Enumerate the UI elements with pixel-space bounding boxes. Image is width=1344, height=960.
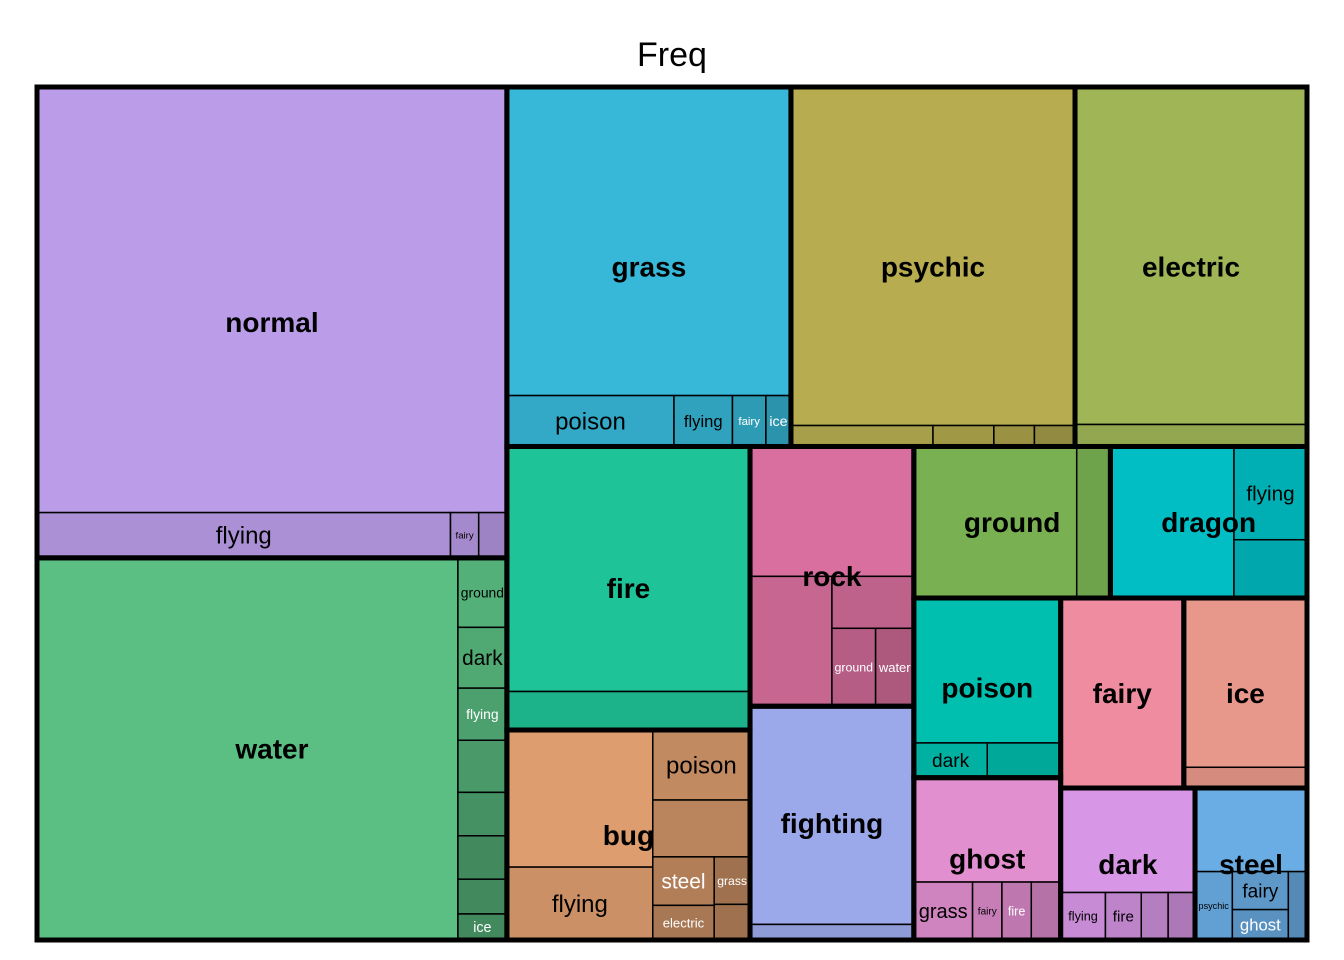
cell-dark-dragon [1140,891,1169,941]
cell-rock-unnamed [749,575,833,707]
cell-bug-steel [652,856,715,907]
cell-ghost-fairy [971,881,1003,941]
cell-normal-unnamed [477,511,508,559]
cell-psychic-psychic [790,86,1076,427]
cell-ice-unnamed [1183,766,1308,789]
cell-bug-unnamed [652,799,751,858]
cell-poison-unnamed [986,742,1062,779]
cell-bug-grass [713,856,751,906]
chart-title: Freq [637,36,707,74]
label-normal-fairy: fairy [456,531,474,542]
group-label-grass: grass [612,252,687,283]
group-label-rock: rock [802,561,862,592]
cell-dragon-dragon [1109,445,1235,599]
group-label-psychic: psychic [881,252,985,283]
label-ghost-grass: grass [919,901,968,923]
cell-ground-ground [913,445,1078,599]
label-grass-ice: ice [769,414,787,430]
label-poison-dark: dark [932,751,970,772]
treemap-outer-border [34,84,1310,943]
label-grass-flying: flying [684,412,723,431]
group-label-fighting: fighting [781,808,884,839]
cell-normal-flying [36,511,452,559]
cell-fire-fire [506,445,751,693]
group-label-fire: fire [607,573,651,604]
group-label-ground: ground [964,507,1060,538]
treemap-subgroup-labels: flying fairy ground dark flying ice poison flyi… [216,408,1295,936]
label-grass-poison: poison [555,408,626,435]
label-steel-ghost: ghost [1240,916,1281,935]
cell-dragon-flying [1233,445,1308,541]
label-rock-water: water [878,660,911,675]
group-label-dragon: dragon [1161,507,1256,538]
group-label-ghost: ghost [949,844,1025,875]
cell-fighting-fighting [749,705,915,926]
label-rock-ground: ground [834,661,873,675]
cell-rock-water [874,627,915,707]
cell-normal-normal [36,86,508,514]
label-water-flying: flying [466,706,498,722]
cell-rock-rock [749,445,915,578]
group-label-bug: bug [603,820,654,851]
cell-psychic-unnamed [993,424,1036,448]
label-ghost-fairy: fairy [978,907,997,918]
label-bug-electric: electric [663,915,705,930]
label-dragon-flying: flying [1246,482,1294,505]
group-label-poison: poison [941,673,1033,704]
label-water-ground: ground [461,584,504,600]
cell-water-unnamed [457,878,508,915]
cell-ground-unnamed [1075,445,1112,599]
group-label-electric: electric [1142,252,1240,283]
cell-bug-poison [652,729,751,801]
cell-grass-fairy [731,394,767,448]
group-label-normal: normal [225,307,318,338]
cell-psychic-unnamed [1033,424,1076,448]
label-water-ice: ice [473,920,491,936]
cell-water-flying [457,687,508,742]
cell-ice-ice [1183,597,1308,769]
label-bug-poison: poison [666,752,737,779]
label-steel-fairy: fairy [1242,881,1278,902]
group-label-fairy: fairy [1093,678,1153,709]
treemap-group-labels: normal water grass psychic electric fire bug ro… [225,252,1283,880]
label-dark-fire: fire [1113,909,1134,926]
cell-water-unnamed [457,835,508,880]
cell-dark-unnamed [1167,891,1196,941]
label-dark-flying: flying [1068,910,1098,924]
label-bug-flying: flying [552,891,608,918]
cell-electric-electric [1074,86,1308,426]
cell-psychic-unnamed [932,424,995,448]
label-bug-steel: steel [661,870,705,893]
group-label-water: water [234,734,308,765]
label-steel-psychic: psychic [1199,901,1230,911]
cell-poison-poison [913,597,1062,744]
cell-grass-grass [506,86,792,397]
cell-rock-unnamed [831,575,915,630]
cell-electric-unnamed [1074,423,1308,448]
group-label-dark: dark [1098,849,1158,880]
label-normal-flying: flying [216,523,272,550]
cell-steel-fairy [1231,870,1290,911]
cell-psychic-unnamed [790,424,934,448]
cell-rock-ground [831,627,877,707]
group-label-steel: steel [1219,849,1283,880]
cell-fire-unnamed [506,690,751,731]
label-grass-fairy: fairy [738,416,760,428]
label-ghost-fire: fire [1008,904,1025,918]
cell-ghost-unnamed [1030,881,1062,941]
group-label-ice: ice [1226,678,1265,709]
cell-steel-unnamed [1287,870,1308,941]
cell-dragon-unnamed [1233,538,1308,599]
cell-water-unnamed [457,739,508,794]
label-bug-grass: grass [717,874,747,888]
cell-bug-fighting [713,903,751,941]
cell-water-unnamed [457,791,508,837]
treemap-cells [36,86,1308,941]
cell-ghost-grass [913,881,974,941]
label-water-dark: dark [462,647,503,670]
